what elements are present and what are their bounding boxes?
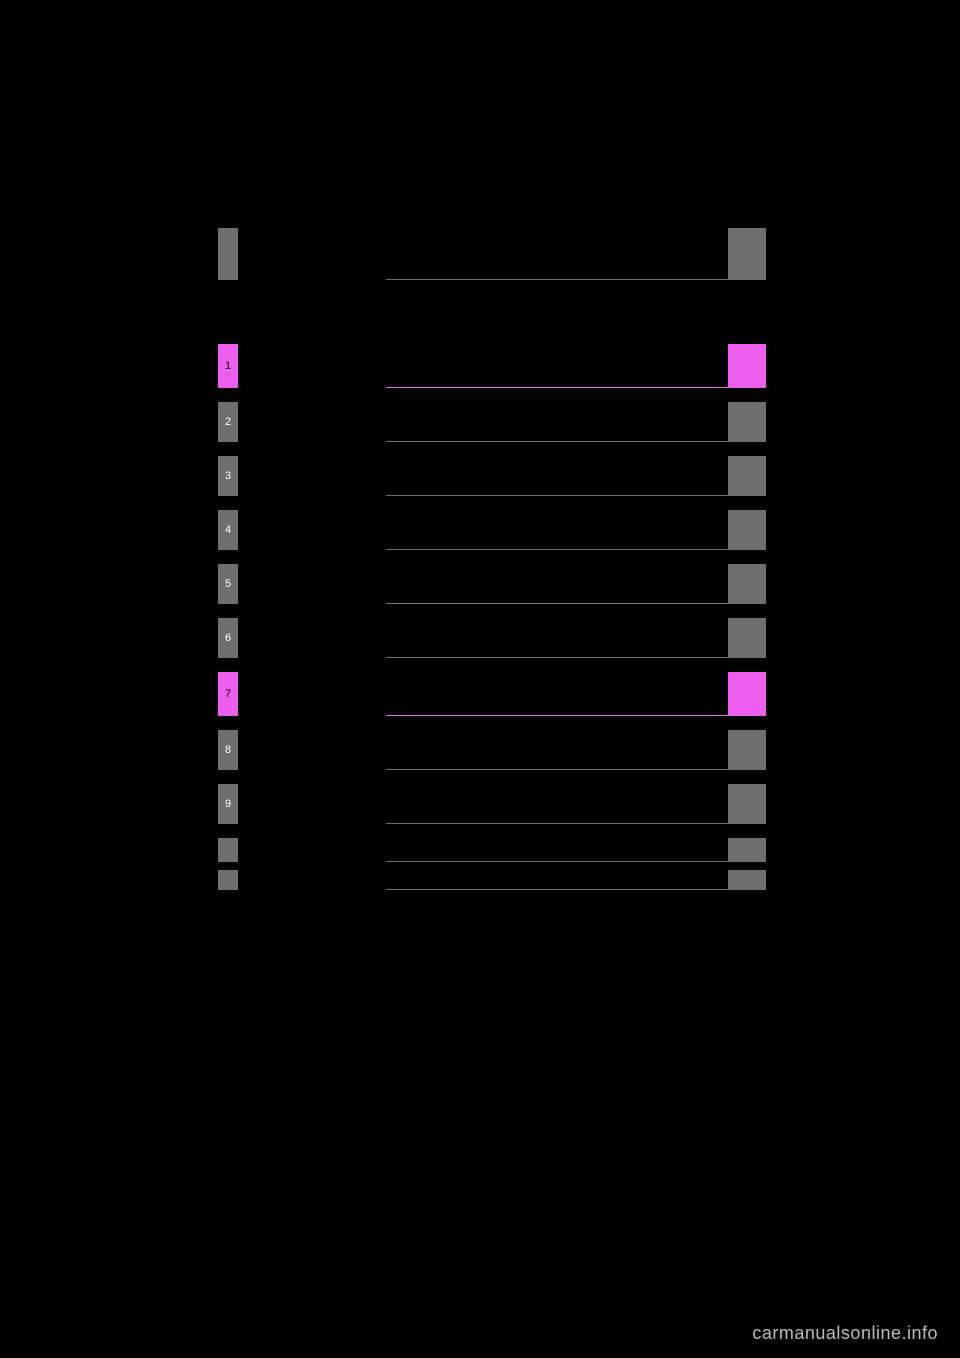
toc-bar-end	[728, 344, 766, 387]
toc-bar	[386, 730, 766, 770]
toc-tab: 1	[218, 344, 238, 388]
toc-bar	[386, 784, 766, 824]
toc-bar-fill	[386, 564, 728, 603]
toc-gap	[238, 456, 386, 496]
toc-bar	[386, 344, 766, 388]
toc-bar-fill	[386, 618, 728, 657]
toc-bar	[386, 870, 766, 890]
toc-bar-end	[728, 730, 766, 769]
toc-gap	[238, 344, 386, 388]
toc-bar-fill	[386, 456, 728, 495]
toc-bar	[386, 838, 766, 862]
toc-bar-end	[728, 618, 766, 657]
toc-bar	[386, 564, 766, 604]
toc-row-5[interactable]: 5	[218, 564, 766, 604]
toc-tab: 8	[218, 730, 238, 770]
toc-bar-fill	[386, 344, 728, 387]
toc-bar	[386, 510, 766, 550]
toc-bar-fill	[386, 402, 728, 441]
toc-bar-fill	[386, 870, 728, 889]
toc-tab: 3	[218, 456, 238, 496]
toc-bar-end	[728, 510, 766, 549]
toc-bar-fill	[386, 510, 728, 549]
toc-tab: 7	[218, 672, 238, 716]
toc-row-4[interactable]: 4	[218, 510, 766, 550]
toc-tab: 5	[218, 564, 238, 604]
toc-gap	[238, 730, 386, 770]
toc-gap	[238, 402, 386, 442]
toc-row-6[interactable]: 6	[218, 618, 766, 658]
toc-gap	[238, 510, 386, 550]
toc-gap	[238, 672, 386, 716]
toc-row-1[interactable]: 1	[218, 344, 766, 388]
header-row	[218, 228, 766, 280]
toc-bar-fill	[386, 784, 728, 823]
toc-bar	[386, 402, 766, 442]
toc-row-3[interactable]: 3	[218, 456, 766, 496]
header-bar-end	[728, 228, 766, 279]
toc-row-10[interactable]	[218, 838, 766, 862]
toc-row-11[interactable]	[218, 870, 766, 890]
toc-bar-end	[728, 870, 766, 889]
toc-content: 1 2 3 4 5	[218, 228, 766, 898]
toc-gap	[238, 618, 386, 658]
toc-tab: 4	[218, 510, 238, 550]
toc-bar-end	[728, 402, 766, 441]
toc-bar-end	[728, 456, 766, 495]
toc-gap	[238, 870, 386, 890]
toc-gap	[238, 838, 386, 862]
toc-row-8[interactable]: 8	[218, 730, 766, 770]
toc-tab: 2	[218, 402, 238, 442]
toc-bar-end	[728, 784, 766, 823]
header-bar	[386, 228, 766, 280]
toc-bar-end	[728, 838, 766, 861]
toc-bar	[386, 672, 766, 716]
header-gap	[238, 228, 386, 280]
toc-tab	[218, 838, 238, 862]
toc-gap	[238, 784, 386, 824]
toc-bar	[386, 456, 766, 496]
toc-bar-fill	[386, 672, 728, 715]
watermark-text: carmanualsonline.info	[752, 1323, 938, 1344]
toc-tab: 9	[218, 784, 238, 824]
toc-tab	[218, 870, 238, 890]
toc-bar-fill	[386, 838, 728, 861]
toc-row-9[interactable]: 9	[218, 784, 766, 824]
toc-row-7[interactable]: 7	[218, 672, 766, 716]
toc-tab: 6	[218, 618, 238, 658]
header-bar-fill	[386, 228, 728, 279]
header-tab	[218, 228, 238, 280]
toc-gap	[238, 564, 386, 604]
toc-bar-end	[728, 564, 766, 603]
toc-bar	[386, 618, 766, 658]
toc-bar-end	[728, 672, 766, 715]
toc-bar-fill	[386, 730, 728, 769]
toc-row-2[interactable]: 2	[218, 402, 766, 442]
